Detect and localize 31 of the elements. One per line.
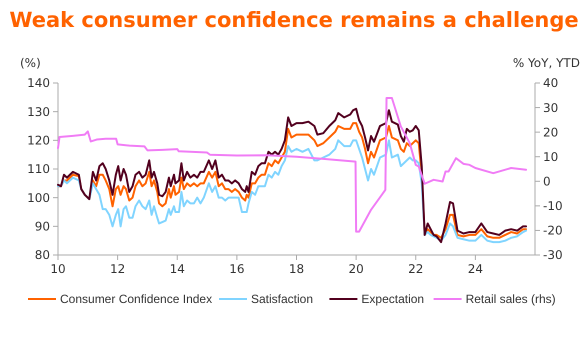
- x-tick-label: 18: [288, 262, 304, 276]
- y-tick-label: 120: [27, 134, 50, 148]
- chart-title: Weak consumer confidence remains a challenge: [9, 8, 579, 32]
- y-tick-label: 100: [27, 190, 50, 205]
- y-tick-label: 140: [27, 76, 50, 90]
- x-tick-label: 14: [170, 262, 185, 276]
- y2-tick-label: 30: [543, 100, 558, 115]
- y2-axis-title: % YoY, YTD: [512, 56, 580, 70]
- legend-label: Retail sales (rhs): [466, 292, 556, 306]
- x-tick-label: 24: [468, 262, 484, 276]
- y2-tick-label: -20: [543, 224, 563, 238]
- legend-label: Expectation: [361, 292, 424, 306]
- y2-tick-label: 40: [543, 76, 558, 90]
- y2-tick-label: -10: [543, 199, 563, 214]
- y-tick-label: 130: [27, 104, 50, 119]
- y-tick-label: 110: [27, 162, 50, 176]
- y-tick-label: 80: [34, 248, 50, 262]
- y2-tick-label: 20: [543, 125, 558, 140]
- y2-tick-label: 0: [543, 174, 551, 188]
- legend-label: Consumer Confidence Index: [60, 292, 212, 306]
- legend-label: Satisfaction: [251, 292, 314, 306]
- y2-tick-label: -30: [543, 248, 563, 262]
- x-tick-label: 10: [50, 262, 66, 276]
- y-tick-label: 90: [34, 220, 50, 234]
- x-tick-label: 12: [110, 262, 126, 276]
- y-axis-title: (%): [20, 56, 41, 70]
- line-series: [57, 139, 528, 244]
- x-tick-label: 16: [229, 262, 245, 276]
- x-tick-label: 22: [408, 262, 424, 276]
- y2-tick-label: 10: [543, 150, 558, 164]
- x-tick-label: 20: [348, 262, 364, 276]
